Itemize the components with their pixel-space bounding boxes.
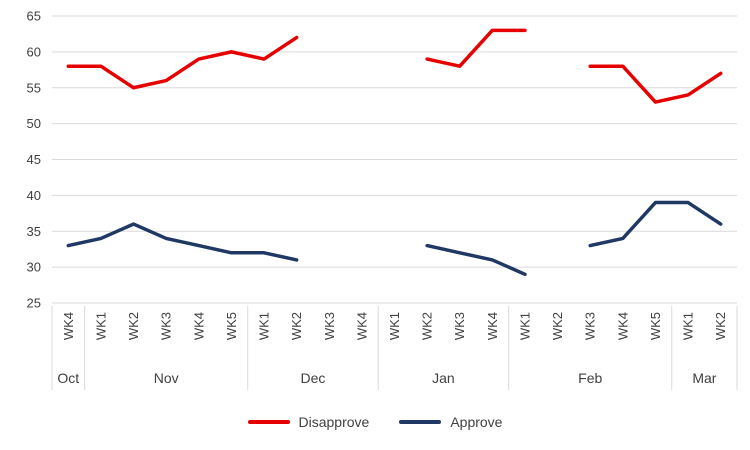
series-line-approve: [425, 243, 527, 277]
x-axis-month-label: Dec: [300, 370, 325, 386]
x-axis-week-label: WK3: [452, 312, 467, 340]
y-axis-tick-label: 35: [27, 224, 41, 239]
x-axis-week-label: WK4: [61, 312, 76, 340]
y-axis-tick-label: 60: [27, 44, 41, 59]
y-axis-tick-label: 40: [27, 188, 41, 203]
x-axis-month-label: Feb: [578, 370, 602, 386]
chart-legend: Disapprove Approve: [0, 396, 750, 448]
x-axis-week-label: WK2: [126, 312, 141, 340]
y-axis-tick-label: 45: [27, 152, 41, 167]
x-axis-week-label: WK3: [322, 312, 337, 340]
line-chart-canvas: 25 30 35 40 45 50 55 60 65 WK4 WK1 WK2 WK3 WK4 WK5 WK1 W…: [27, 9, 738, 390]
x-axis-week-label: WK1: [257, 312, 272, 340]
x-axis-month-label: Oct: [57, 370, 79, 386]
series-line-approve: [66, 222, 299, 262]
y-axis-tick-label: 65: [27, 9, 41, 24]
x-axis-week-label: WK1: [681, 312, 696, 340]
x-axis-week-label: WK3: [583, 312, 598, 340]
legend-swatch-disapprove: [247, 420, 290, 424]
x-axis-week-label: WK1: [93, 312, 108, 340]
series-line-disapprove: [66, 35, 299, 90]
x-axis-week-label: WK4: [485, 312, 500, 340]
x-axis-week-label: WK1: [387, 312, 402, 340]
x-axis-week-label: WK4: [354, 312, 369, 340]
x-axis-month-label: Nov: [154, 370, 179, 386]
x-axis-month-label: Jan: [432, 370, 455, 386]
x-axis-week-label: WK4: [615, 312, 630, 340]
x-axis-week-label: WK2: [713, 312, 728, 340]
y-axis-tick-label: 55: [27, 80, 41, 95]
y-axis-tick-label: 30: [27, 260, 41, 275]
x-axis-week-label: WK5: [224, 312, 239, 340]
series-line-approve: [588, 200, 723, 248]
x-axis-week-label: WK3: [159, 312, 174, 340]
x-axis-week-label: WK2: [289, 312, 304, 340]
legend-swatch-approve: [399, 420, 442, 424]
series-line-disapprove: [425, 28, 527, 68]
y-axis-tick-label: 50: [27, 116, 41, 131]
x-axis-week-label: WK2: [420, 312, 435, 340]
x-axis-week-label: WK2: [550, 312, 565, 340]
y-axis-tick-label: 25: [27, 296, 41, 311]
legend-item-disapprove: Disapprove: [247, 414, 370, 430]
x-axis-week-label: WK4: [191, 312, 206, 340]
legend-label-approve: Approve: [450, 414, 503, 430]
legend-label-disapprove: Disapprove: [298, 414, 370, 430]
x-axis-week-label: WK5: [648, 312, 663, 340]
x-axis-week-label: WK1: [517, 312, 532, 340]
series-line-disapprove: [588, 64, 723, 104]
x-axis-month-label: Mar: [692, 370, 716, 386]
legend-item-approve: Approve: [399, 414, 502, 430]
